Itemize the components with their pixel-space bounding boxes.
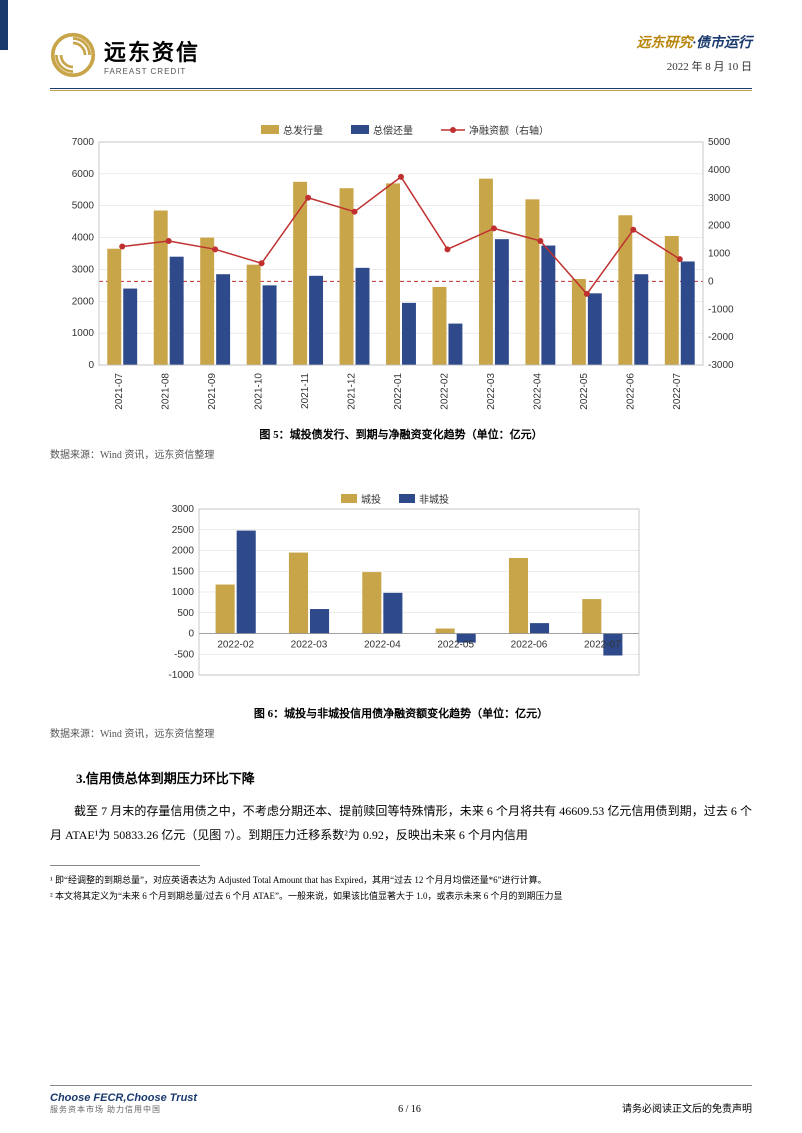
svg-text:2022-02: 2022-02 <box>217 640 254 651</box>
footnote-rule <box>50 865 200 866</box>
logo-cn-text: 远东资信 <box>104 35 200 67</box>
svg-text:2022-06: 2022-06 <box>625 373 636 410</box>
chart5-caption: 图 5：城投债发行、到期与净融资变化趋势（单位：亿元） <box>50 426 752 442</box>
svg-text:-1000: -1000 <box>708 304 734 315</box>
svg-text:2022-04: 2022-04 <box>364 640 401 651</box>
svg-text:2022-07: 2022-07 <box>672 373 683 410</box>
svg-text:2021-08: 2021-08 <box>161 373 172 410</box>
svg-text:3000: 3000 <box>172 504 195 515</box>
svg-text:6000: 6000 <box>72 169 95 180</box>
logo-en-text: FAREAST CREDIT <box>104 67 200 76</box>
svg-text:非城投: 非城投 <box>419 493 449 506</box>
svg-text:2000: 2000 <box>708 221 731 232</box>
svg-text:5000: 5000 <box>72 201 95 212</box>
header-rule2 <box>50 90 752 91</box>
svg-text:2022-03: 2022-03 <box>486 373 497 410</box>
chart5-source: 数据来源：Wind 资讯，远东资信整理 <box>50 446 752 461</box>
svg-text:2021-11: 2021-11 <box>300 373 311 409</box>
chart6-source: 数据来源：Wind 资讯，远东资信整理 <box>50 725 752 740</box>
section-title: 3.信用债总体到期压力环比下降 <box>50 768 752 787</box>
svg-text:2021-10: 2021-10 <box>254 373 265 410</box>
svg-text:4000: 4000 <box>708 165 731 176</box>
fareast-logo-icon <box>50 32 96 78</box>
svg-text:2022-05: 2022-05 <box>437 640 474 651</box>
svg-text:-3000: -3000 <box>708 360 734 371</box>
svg-text:总发行量: 总发行量 <box>283 124 323 137</box>
svg-text:1000: 1000 <box>72 328 95 339</box>
svg-text:2000: 2000 <box>72 296 95 307</box>
svg-text:2500: 2500 <box>172 525 195 536</box>
svg-text:4000: 4000 <box>72 233 95 244</box>
chart5: 0 1000 2000 3000 4000 5000 6000 7000 -3000 -2000 -… <box>50 120 752 420</box>
svg-text:0: 0 <box>708 276 714 287</box>
svg-text:2022-04: 2022-04 <box>532 373 543 410</box>
svg-text:2022-03: 2022-03 <box>291 640 328 651</box>
svg-text:3000: 3000 <box>708 193 731 204</box>
svg-text:2022-06: 2022-06 <box>511 640 548 651</box>
footer-left: Choose FECR,Choose Trust 服务资本市场 助力信用中国 <box>50 1092 197 1115</box>
svg-text:-500: -500 <box>174 649 194 660</box>
svg-text:2022-02: 2022-02 <box>439 373 450 410</box>
svg-text:2021-09: 2021-09 <box>207 373 218 410</box>
page-header: 远东资信 FAREAST CREDIT 远东研究·债市运行 2022 年 8 月… <box>50 32 752 86</box>
svg-text:2000: 2000 <box>172 546 195 557</box>
chart6: -1000 -500 0 500 1000 1500 2000 2500 3000 2022-02… <box>151 489 651 699</box>
report-date: 2022 年 8 月 10 日 <box>637 58 753 74</box>
svg-text:1000: 1000 <box>172 587 195 598</box>
chart5-svg: 0 1000 2000 3000 4000 5000 6000 7000 -3000 -2000 -… <box>50 120 752 420</box>
svg-text:-1000: -1000 <box>168 670 194 681</box>
chart6-caption: 图 6：城投与非城投信用债净融资额变化趋势（单位：亿元） <box>50 705 752 721</box>
header-title: 远东研究·债市运行 <box>637 32 753 52</box>
disclaimer: 请务必阅读正文后的免责声明 <box>622 1100 752 1115</box>
svg-text:1500: 1500 <box>172 566 195 577</box>
svg-text:2021-07: 2021-07 <box>114 373 125 410</box>
svg-text:5000: 5000 <box>708 137 731 148</box>
footnote-1: ¹ 即“经调整的到期总量”，对应英语表达为 Adjusted Total Amo… <box>50 872 752 888</box>
header-rule <box>50 88 752 89</box>
svg-text:500: 500 <box>177 608 194 619</box>
footer-slogan-cn: 服务资本市场 助力信用中国 <box>50 1104 197 1115</box>
svg-text:0: 0 <box>188 629 194 640</box>
svg-text:7000: 7000 <box>72 137 95 148</box>
svg-text:2021-12: 2021-12 <box>347 373 358 410</box>
logo-block: 远东资信 FAREAST CREDIT <box>50 32 200 78</box>
svg-text:2022-05: 2022-05 <box>579 373 590 410</box>
page-footer: Choose FECR,Choose Trust 服务资本市场 助力信用中国 6… <box>50 1085 752 1115</box>
svg-text:2022-01: 2022-01 <box>393 373 404 410</box>
svg-text:城投: 城投 <box>361 493 381 506</box>
svg-text:0: 0 <box>88 360 94 371</box>
svg-text:3000: 3000 <box>72 264 95 275</box>
svg-text:净融资额（右轴）: 净融资额（右轴） <box>469 124 549 137</box>
footer-slogan-en: Choose FECR,Choose Trust <box>50 1092 197 1104</box>
footnote-2: ² 本文将其定义为“未来 6 个月到期总量/过去 6 个月 ATAE”。一般来说… <box>50 888 752 904</box>
body-paragraph: 截至 7 月末的存量信用债之中，不考虑分期还本、提前赎回等特殊情形，未来 6 个… <box>50 799 752 847</box>
page-number: 6 / 16 <box>398 1104 421 1115</box>
content-area: 01000200030004000500060007000-3000-2000-… <box>50 120 752 1063</box>
page-deco <box>0 0 8 50</box>
svg-text:2022-07: 2022-07 <box>584 640 621 651</box>
svg-text:总偿还量: 总偿还量 <box>373 124 413 137</box>
svg-text:-2000: -2000 <box>708 332 734 343</box>
svg-text:1000: 1000 <box>708 249 731 260</box>
chart6-svg: -1000 -500 0 500 1000 1500 2000 2500 3000 2022-02… <box>151 489 651 699</box>
